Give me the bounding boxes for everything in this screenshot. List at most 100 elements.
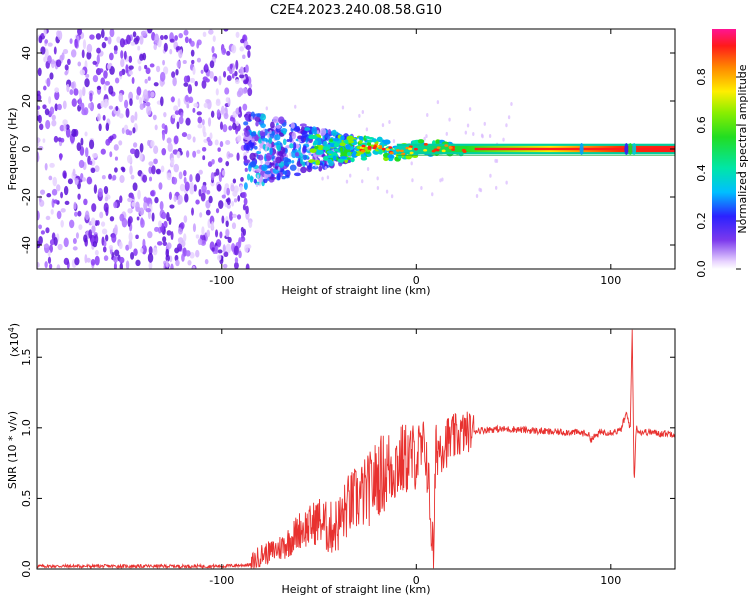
snr-xtick-label: -100: [209, 574, 234, 587]
spectrogram-cell: [125, 129, 131, 136]
spectrogram-cell: [439, 178, 442, 183]
spectrogram-cell: [349, 173, 352, 178]
spectrogram-cell: [81, 49, 85, 59]
spectrogram-cell: [97, 113, 101, 122]
spectrogram-cell: [96, 47, 101, 54]
spectrogram-cell: [89, 92, 93, 102]
spectrogram-cell: [207, 117, 212, 127]
spectrogram-cell: [488, 133, 492, 138]
spectrogram-cell: [249, 152, 256, 161]
spectrogram-cell: [341, 105, 345, 110]
spectrogram-cell: [273, 142, 280, 146]
spectrogram-cell: [315, 159, 321, 166]
spectrogram-cell: [221, 194, 226, 199]
spectrogram-cell: [240, 177, 244, 182]
spectrogram-cell: [264, 170, 272, 175]
spectrogram-cell: [321, 176, 324, 181]
spectrogram-cell: [131, 77, 135, 85]
spectrogram-cell: [366, 141, 372, 147]
spectrogram-cell: [105, 122, 110, 132]
spectrogram-cell: [302, 145, 307, 153]
spectrogram-cell: [150, 140, 155, 148]
spectrogram-cell: [64, 200, 70, 206]
spectrogram-cell: [128, 70, 134, 76]
spectrogram-cell: [169, 204, 175, 209]
spectrogram-cell: [208, 195, 213, 204]
spectrogram-cell: [269, 129, 272, 134]
spectrogram-cell: [272, 116, 280, 124]
spectrogram-cell: [177, 97, 181, 108]
spectrogram-cell: [255, 183, 259, 188]
spectrogram-cell: [109, 135, 114, 141]
spectrogram-cell: [269, 147, 273, 156]
spectrogram-cell: [300, 166, 307, 174]
spectrogram-cell: [59, 124, 65, 132]
spectrogram-cell: [85, 73, 90, 78]
spectrogram-cell: [130, 148, 136, 155]
spectrogram-cell: [53, 237, 58, 246]
spectrogram-cell: [187, 84, 193, 95]
spectrogram-cell: [198, 169, 203, 175]
spectrogram-cell: [376, 186, 380, 191]
spectrogram-cell: [103, 255, 109, 261]
spectrogram-cell: [178, 171, 183, 180]
spectrogram-cell: [231, 73, 235, 79]
spectrogram-cell: [303, 127, 311, 131]
spectrogram-cell: [217, 254, 222, 261]
spectrogram-cell: [147, 139, 151, 146]
spectrogram-cell: [290, 122, 295, 129]
spectrogram-cell: [130, 115, 135, 124]
spectrogram-cell: [423, 148, 428, 152]
spectrogram-cell: [327, 158, 333, 164]
spectrogram-cell: [177, 227, 183, 235]
spectrogram-cell: [38, 35, 43, 44]
spectrogram-cell: [263, 178, 268, 184]
snr-ytick-label: 0.5: [20, 490, 33, 508]
spectrogram-cell: [159, 201, 164, 211]
spectrogram-cell: [243, 182, 248, 190]
spectrogram-cell: [441, 149, 446, 153]
spectrogram-cell: [211, 247, 215, 252]
spectrogram-cell: [207, 161, 213, 168]
spectrogram-cell: [210, 110, 215, 118]
spectrogram-cell: [125, 64, 129, 74]
spectrogram-cell: [136, 216, 140, 221]
spectrogram-cell: [231, 222, 237, 230]
spectrogram-cell: [466, 123, 470, 128]
spectrogram-cell: [135, 94, 140, 100]
spectrogram-cell: [185, 150, 190, 158]
spectrogram-cell: [371, 138, 377, 143]
spectrogram-cell: [209, 132, 213, 140]
colorbar: 0.0 0.2 0.4 0.6 0.8 Normalized spectral ampl…: [695, 29, 749, 278]
spectrogram-cell: [172, 114, 176, 119]
spectrogram-cell: [226, 75, 232, 82]
spectrogram-cell: [166, 137, 172, 144]
spectrogram-cell: [248, 220, 253, 229]
spectrogram-cell: [114, 167, 118, 173]
spectrogram-cell: [37, 94, 42, 102]
spectrogram-cell: [104, 36, 108, 41]
spectrogram-cell: [143, 200, 148, 211]
spectrogram-cell: [150, 190, 155, 197]
spectrogram-cell: [211, 46, 215, 54]
spectrogram-cell: [326, 175, 330, 180]
spectrogram-cell: [151, 165, 156, 175]
spectrogram-cell: [37, 114, 42, 124]
spectrogram-cell: [245, 44, 252, 51]
spectrogram-ytick-label: -40: [20, 236, 33, 254]
spectrogram-cell: [233, 245, 239, 256]
spectrogram-cell: [82, 39, 87, 50]
spectrogram-cell: [165, 254, 170, 262]
spectrogram-cell: [302, 161, 306, 168]
spectrogram-cell: [101, 174, 106, 180]
spectrogram-cell: [113, 45, 118, 52]
spectrogram-cell: [74, 257, 80, 266]
spectrogram-cell: [144, 64, 148, 70]
spectrogram-cell: [114, 77, 120, 84]
spectrogram-cell: [128, 216, 133, 224]
spectrogram-cell: [113, 201, 118, 209]
spectrogram-cell: [48, 263, 53, 269]
spectrogram-cell: [78, 224, 83, 231]
spectrogram-cell: [50, 58, 56, 69]
spectrogram-cell: [103, 84, 107, 91]
